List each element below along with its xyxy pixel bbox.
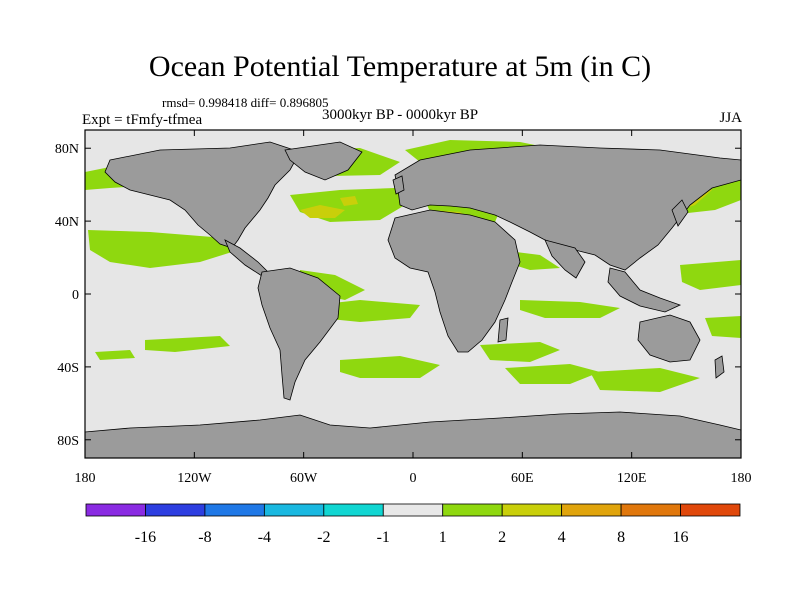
lat-tick-label: 40N bbox=[55, 215, 79, 230]
colorbar-swatch bbox=[323, 503, 384, 517]
lon-tick-label: 120E bbox=[617, 471, 647, 486]
lon-tick-label: 180 bbox=[75, 471, 96, 486]
colorbar-label: -16 bbox=[135, 529, 156, 546]
colorbar-swatch bbox=[561, 503, 622, 517]
experiment-label: Expt = tFmfy-tfmea bbox=[82, 112, 203, 128]
longitude-ticks: 180 120W 60W 0 60E 120E 180 bbox=[75, 130, 752, 486]
south-america bbox=[257, 267, 341, 401]
colorbar-label: 1 bbox=[439, 529, 447, 546]
north-america bbox=[104, 141, 301, 249]
british-isles bbox=[392, 175, 405, 195]
colorbar-swatch bbox=[442, 503, 503, 517]
colorbar-swatch bbox=[680, 503, 741, 517]
colorbar-labels: -16 -8 -4 -2 -1 1 2 4 8 16 bbox=[135, 529, 689, 546]
colorbar-swatch bbox=[263, 503, 325, 517]
eurasia bbox=[394, 144, 741, 271]
madagascar bbox=[497, 317, 509, 343]
period-label: 3000kyr BP - 0000kyr BP bbox=[322, 107, 479, 123]
colorbar-label: 16 bbox=[673, 529, 689, 546]
colorbar-label: -4 bbox=[258, 529, 271, 546]
stats-line: rmsd= 0.998418 diff= 0.896805 bbox=[162, 95, 329, 110]
lon-tick-label: 120W bbox=[177, 471, 212, 486]
lon-tick-label: 60W bbox=[290, 471, 318, 486]
season-label: JJA bbox=[719, 110, 742, 126]
lon-tick-label: 0 bbox=[410, 471, 417, 486]
colorbar-label: -2 bbox=[317, 529, 330, 546]
colorbar bbox=[85, 503, 741, 517]
colorbar-swatch bbox=[145, 503, 206, 517]
colorbar-label: 2 bbox=[498, 529, 506, 546]
colorbar-swatch bbox=[204, 503, 265, 517]
colorbar-swatch bbox=[382, 503, 444, 517]
lat-tick-label: 80N bbox=[55, 142, 79, 157]
lon-tick-label: 180 bbox=[731, 471, 752, 486]
antarctica bbox=[85, 411, 741, 458]
japan bbox=[671, 199, 689, 227]
chart-title: Ocean Potential Temperature at 5m (in C) bbox=[148, 50, 652, 83]
lon-tick-label: 60E bbox=[511, 471, 534, 486]
colorbar-label: 4 bbox=[558, 529, 566, 546]
southeast-asia bbox=[607, 267, 682, 313]
colorbar-swatch bbox=[501, 503, 563, 517]
greenland bbox=[284, 141, 363, 181]
colorbar-label: 8 bbox=[617, 529, 625, 546]
colorbar-label: -8 bbox=[198, 529, 211, 546]
africa bbox=[387, 209, 521, 353]
colorbar-label: -1 bbox=[377, 529, 390, 546]
lat-tick-label: 0 bbox=[72, 288, 79, 303]
australia bbox=[637, 314, 701, 363]
lat-tick-label: 80S bbox=[57, 434, 79, 449]
india bbox=[544, 239, 586, 279]
colorbar-swatch bbox=[620, 503, 681, 517]
colorbar-swatch bbox=[85, 503, 146, 517]
latitude-ticks: 80N 40N 0 40S 80S bbox=[55, 142, 741, 449]
new-zealand bbox=[714, 355, 725, 379]
land-masses bbox=[85, 141, 741, 458]
lat-tick-label: 40S bbox=[57, 361, 79, 376]
map-panel bbox=[85, 130, 741, 458]
